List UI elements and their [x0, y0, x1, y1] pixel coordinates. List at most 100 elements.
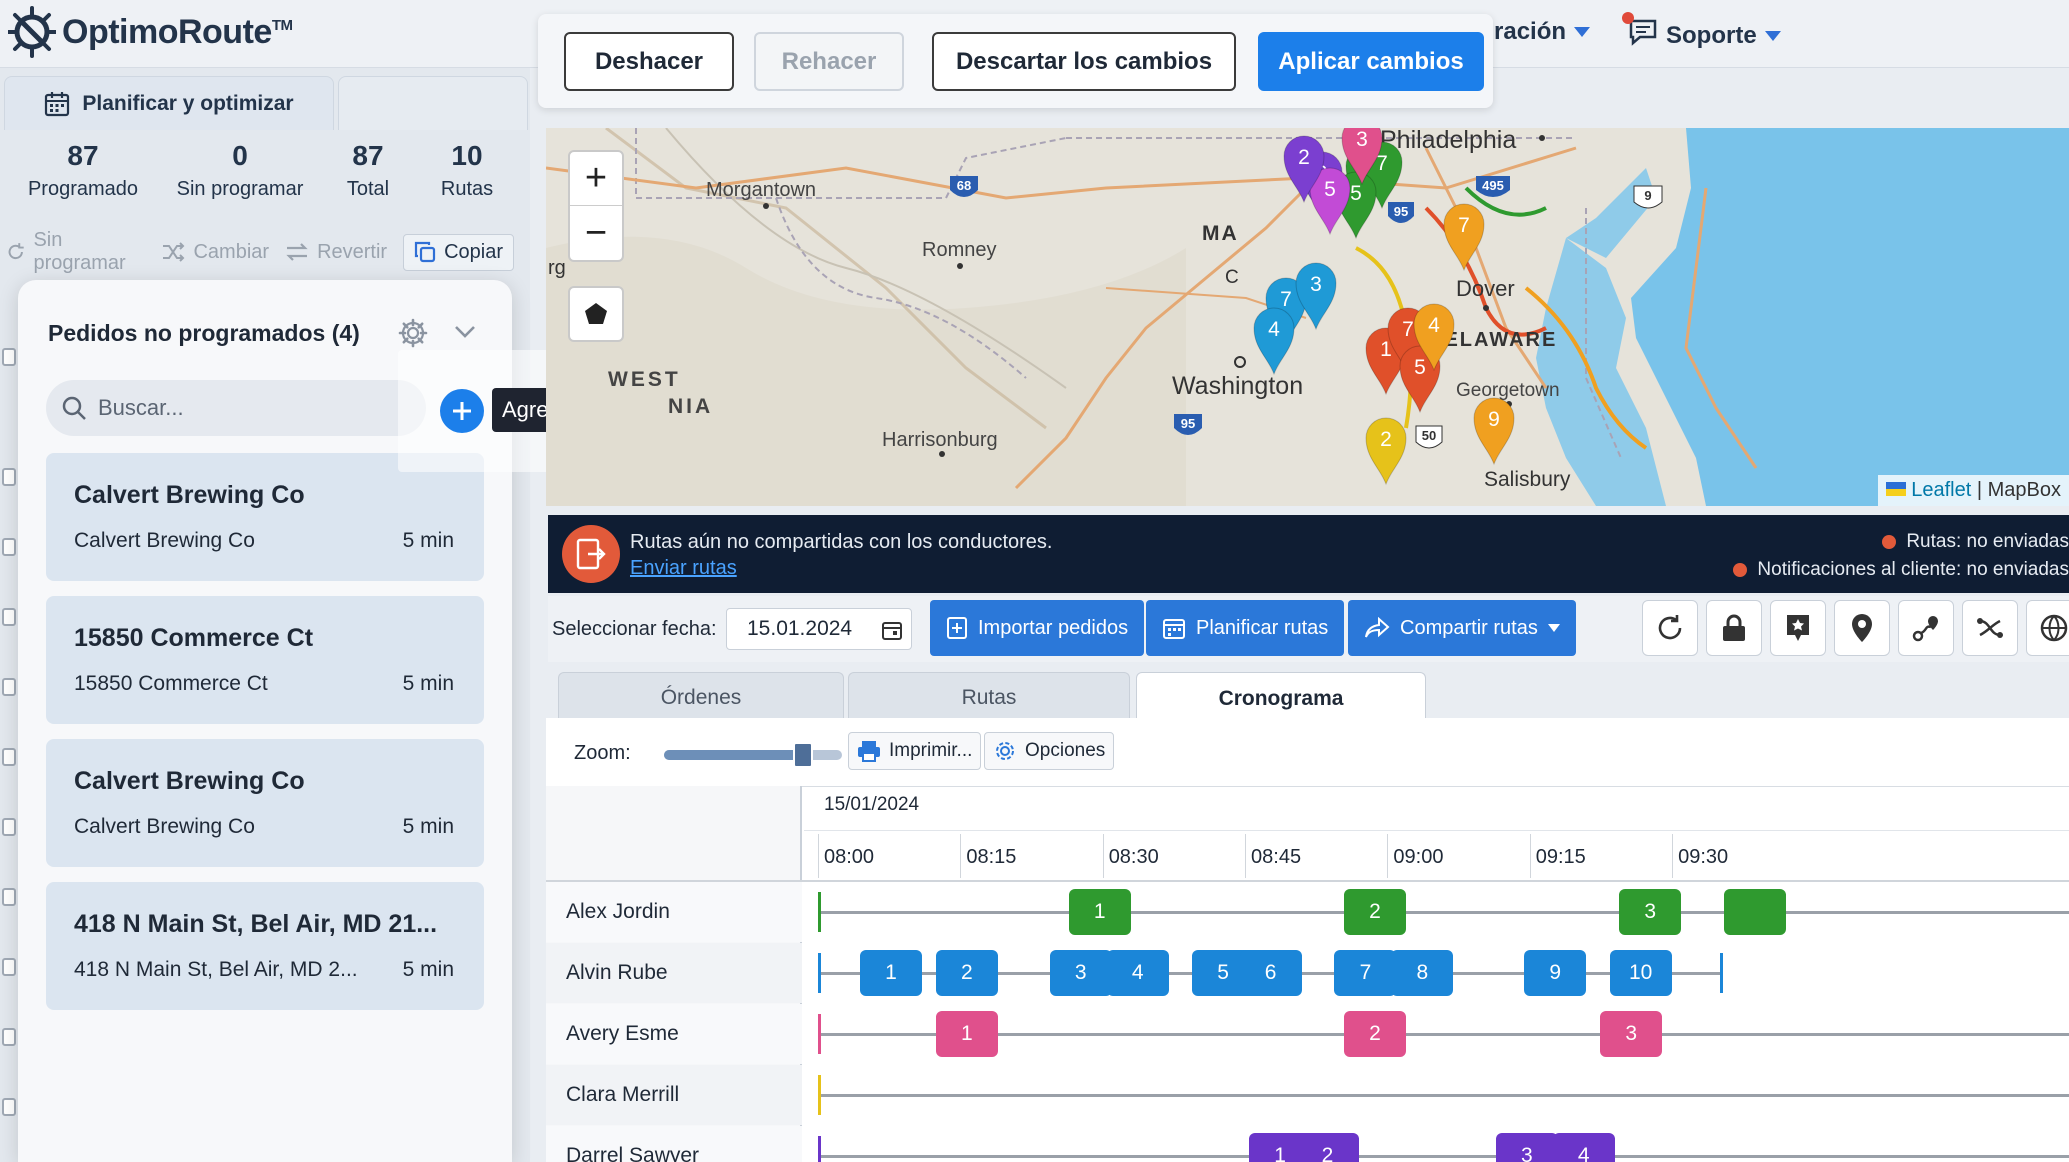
- route-points-button[interactable]: [1898, 600, 1954, 656]
- mapbox-link[interactable]: MapBox: [1987, 479, 2061, 501]
- row-checkbox[interactable]: [2, 608, 16, 626]
- map-label: rg: [548, 257, 566, 279]
- order-card[interactable]: Calvert Brewing Co Calvert Brewing Co 5 …: [46, 453, 484, 581]
- order-card[interactable]: 15850 Commerce Ct 15850 Commerce Ct 5 mi…: [46, 596, 484, 724]
- notification-dot: [1622, 12, 1634, 24]
- stop-block[interactable]: 2: [1343, 889, 1406, 935]
- zoom-slider-thumb[interactable]: [792, 742, 813, 768]
- globe-button[interactable]: [2026, 600, 2069, 656]
- map-pin[interactable]: 5: [1309, 167, 1351, 236]
- tab-orders[interactable]: Órdenes: [558, 672, 844, 722]
- tab-plan-optimize[interactable]: Planificar y optimizar: [4, 76, 334, 130]
- order-card[interactable]: 418 N Main St, Bel Air, MD 21... 418 N M…: [46, 882, 484, 1010]
- stop-block[interactable]: 3: [1600, 1011, 1663, 1057]
- map-pin[interactable]: 4: [1413, 303, 1455, 372]
- row-checkbox[interactable]: [2, 1028, 16, 1046]
- row-checkbox[interactable]: [2, 1098, 16, 1116]
- driver-row[interactable]: [546, 943, 802, 1003]
- zoom-out-button[interactable]: −: [584, 211, 608, 254]
- stop-block[interactable]: 1: [859, 950, 922, 996]
- gear-icon[interactable]: [398, 318, 428, 348]
- redo-button[interactable]: Rehacer: [754, 32, 904, 91]
- swap-button[interactable]: Cambiar: [161, 241, 269, 264]
- stop-block[interactable]: 4: [1106, 950, 1169, 996]
- map-pin[interactable]: 7: [1443, 203, 1485, 272]
- row-checkbox[interactable]: [2, 888, 16, 906]
- revert-button[interactable]: Revertir: [285, 241, 387, 264]
- date-toolbar: Seleccionar fecha: 15.01.2024 Importar p…: [548, 596, 2069, 662]
- order-duration: 5 min: [402, 958, 454, 981]
- stop-block[interactable]: 3: [1495, 1133, 1558, 1162]
- add-order-button[interactable]: [440, 389, 484, 433]
- map-pin[interactable]: 4: [1253, 307, 1295, 376]
- stat-value: 0: [232, 140, 248, 171]
- stop-block[interactable]: 1: [935, 1011, 998, 1057]
- stop-block[interactable]: 3: [1049, 950, 1112, 996]
- share-routes-button[interactable]: Compartir rutas: [1348, 600, 1576, 656]
- tab-schedule[interactable]: Cronograma: [1136, 672, 1426, 724]
- tab-secondary[interactable]: [338, 76, 528, 130]
- chevron-down-icon[interactable]: [454, 324, 476, 340]
- chevron-down-icon: [1764, 30, 1781, 41]
- stop-block[interactable]: 9: [1524, 950, 1587, 996]
- order-actions: Sin programar Cambiar Revertir Copiar: [6, 229, 530, 275]
- discard-changes-button[interactable]: Descartar los cambios: [932, 32, 1236, 91]
- stop-block[interactable]: 2: [1296, 1133, 1359, 1162]
- row-checkbox[interactable]: [2, 468, 16, 486]
- lock-button[interactable]: [1706, 600, 1762, 656]
- stop-block[interactable]: [1723, 889, 1786, 935]
- stop-block[interactable]: 2: [1343, 1011, 1406, 1057]
- stop-block[interactable]: 3: [1619, 889, 1682, 935]
- map-pin[interactable]: 3: [1295, 262, 1337, 331]
- row-checkbox[interactable]: [2, 748, 16, 766]
- row-checkbox[interactable]: [2, 538, 16, 556]
- zoom-slider[interactable]: [664, 742, 842, 768]
- map-pin[interactable]: 5: [1399, 345, 1441, 414]
- plan-routes-button[interactable]: Planificar rutas: [1146, 600, 1345, 656]
- refresh-button[interactable]: [1642, 600, 1698, 656]
- highway-shield: 495: [1476, 176, 1510, 197]
- print-button[interactable]: Imprimir...: [848, 732, 982, 770]
- copy-button[interactable]: Copiar: [403, 233, 514, 271]
- driver-row[interactable]: [546, 1004, 802, 1064]
- draw-polygon-button[interactable]: [568, 286, 624, 342]
- order-card[interactable]: Calvert Brewing Co Calvert Brewing Co 5 …: [46, 739, 484, 867]
- brand-logo[interactable]: OptimoRouteTM: [8, 6, 293, 58]
- map-pin[interactable]: 2: [1365, 417, 1407, 486]
- leaflet-link[interactable]: Leaflet: [1911, 479, 1972, 501]
- row-checkbox[interactable]: [2, 678, 16, 696]
- driver-row[interactable]: [546, 1126, 802, 1162]
- location-button[interactable]: [1834, 600, 1890, 656]
- map-pin[interactable]: 2: [1283, 135, 1325, 204]
- bookmark-stop-button[interactable]: [1770, 600, 1826, 656]
- map-pin[interactable]: 3: [1341, 128, 1383, 186]
- import-orders-button[interactable]: Importar pedidos: [930, 600, 1145, 656]
- date-picker[interactable]: 15.01.2024: [726, 608, 912, 650]
- driver-row[interactable]: [546, 1065, 802, 1125]
- stop-block[interactable]: 2: [935, 950, 998, 996]
- tab-routes[interactable]: Rutas: [848, 672, 1130, 722]
- order-title: Calvert Brewing Co: [74, 767, 305, 795]
- row-checkbox[interactable]: [2, 348, 16, 366]
- stop-block[interactable]: 4: [1552, 1133, 1615, 1162]
- nav-support[interactable]: Soporte: [1622, 12, 1781, 53]
- driver-row[interactable]: [546, 882, 802, 942]
- row-checkbox[interactable]: [2, 818, 16, 836]
- stop-block[interactable]: 6: [1239, 950, 1302, 996]
- row-checkbox[interactable]: [2, 958, 16, 976]
- map-pin[interactable]: 9: [1473, 397, 1515, 466]
- stop-block[interactable]: 7: [1334, 950, 1397, 996]
- zoom-in-button[interactable]: +: [570, 152, 622, 206]
- unschedule-button[interactable]: Sin programar: [6, 229, 145, 275]
- send-routes-link[interactable]: Enviar rutas: [630, 557, 737, 579]
- apply-changes-button[interactable]: Aplicar cambios: [1258, 32, 1484, 91]
- nav-config[interactable]: ración: [1494, 18, 1591, 46]
- route-path-button[interactable]: [1962, 600, 2018, 656]
- stop-block[interactable]: 10: [1609, 950, 1672, 996]
- stop-block[interactable]: 8: [1391, 950, 1454, 996]
- stop-block[interactable]: 1: [1068, 889, 1131, 935]
- search-input[interactable]: [98, 395, 398, 421]
- map-view[interactable]: Morgantown Romney WEST NIA Harrisonburg …: [546, 128, 2069, 506]
- options-button[interactable]: Opciones: [984, 732, 1115, 770]
- undo-button[interactable]: Deshacer: [564, 32, 734, 91]
